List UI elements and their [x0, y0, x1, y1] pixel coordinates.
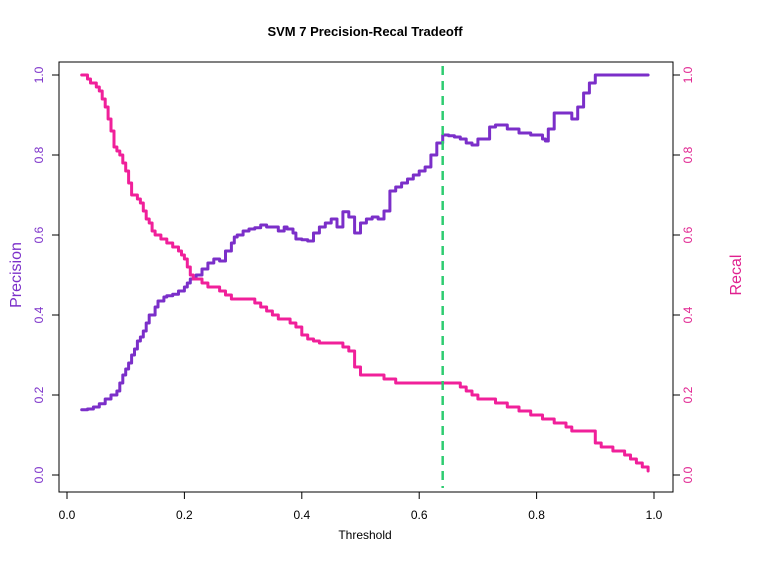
y-tick-label-right: 0.4 — [681, 306, 695, 323]
x-tick-label: 0.6 — [411, 508, 428, 522]
x-axis-title: Threshold — [338, 528, 391, 542]
y-tick-label-right: 0.6 — [681, 226, 695, 243]
series-layer — [80, 66, 650, 488]
x-tick-label: 1.0 — [646, 508, 663, 522]
y-tick-label-left: 1.0 — [32, 66, 46, 83]
recall-line — [80, 73, 650, 473]
x-axis: 0.0 0.2 0.4 0.6 0.8 1.0 — [59, 491, 663, 522]
y-tick-label-right: 0.2 — [681, 386, 695, 403]
y-tick-label-right: 0.8 — [681, 146, 695, 163]
y-axis-left: 0.0 0.2 0.4 0.6 0.8 1.0 — [32, 66, 60, 483]
y-tick-label-right: 1.0 — [681, 66, 695, 83]
chart-title: SVM 7 Precision-Recal Tradeoff — [267, 24, 463, 39]
x-tick-label: 0.8 — [528, 508, 545, 522]
x-tick-label: 0.0 — [59, 508, 76, 522]
y-tick-label-left: 0.4 — [32, 306, 46, 323]
y-axis-title-right: Recal — [728, 255, 745, 296]
y-axis-right: 0.0 0.2 0.4 0.6 0.8 1.0 — [672, 66, 695, 483]
y-tick-label-left: 0.8 — [32, 146, 46, 163]
y-tick-label-left: 0.0 — [32, 466, 46, 483]
y-axis-title-left: Precision — [8, 242, 25, 308]
y-tick-label-right: 0.0 — [681, 466, 695, 483]
precision-line — [80, 73, 650, 412]
plot-frame — [58, 61, 674, 493]
y-tick-label-left: 0.6 — [32, 226, 46, 243]
x-tick-label: 0.2 — [176, 508, 193, 522]
x-tick-label: 0.4 — [293, 508, 310, 522]
y-tick-label-left: 0.2 — [32, 386, 46, 403]
